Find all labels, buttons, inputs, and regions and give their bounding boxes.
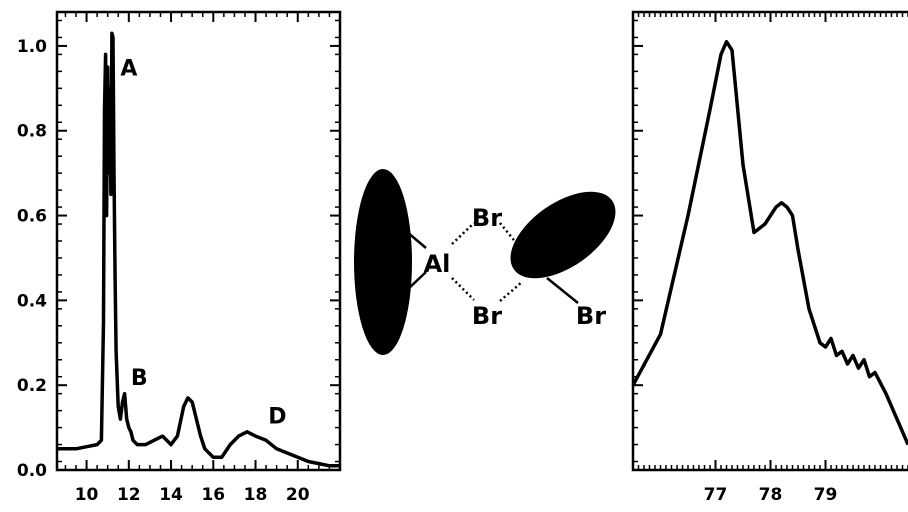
right-ellipse-group (510, 191, 616, 279)
left-chart-major-ticks (57, 12, 340, 471)
left-chart-frame (55, 10, 342, 472)
dotted-bond-br-ellipse-bottom (499, 281, 523, 302)
left-chart-series-line (57, 31, 340, 468)
left-chart-peak-labels: A B D (120, 57, 286, 430)
y-tick-label: 0.4 (17, 291, 47, 311)
atom-br-bottom: Br (472, 302, 502, 330)
y-tick-label: 0.8 (17, 122, 47, 142)
x-tick-label: 12 (117, 485, 141, 505)
bond-right-br (546, 277, 579, 304)
x-tick-label: 20 (286, 485, 310, 505)
atom-br-right: Br (576, 302, 606, 330)
dotted-bond-al-br-bottom (451, 277, 475, 301)
y-tick-label: 1.0 (17, 37, 47, 57)
peak-label-b: B (131, 366, 148, 391)
x-tick-label: 79 (814, 485, 838, 505)
right-chart-series-line (631, 39, 908, 446)
x-tick-label: 18 (244, 485, 268, 505)
right-chart-x-tick-labels: 77 78 79 (704, 485, 838, 505)
dotted-bond-al-br-top (451, 222, 475, 245)
right-chart: 77 78 79 (631, 10, 908, 505)
molecule-diagram: Br Al Br Br (354, 169, 616, 355)
left-chart-y-tick-labels: 0.0 0.2 0.4 0.6 0.8 1.0 (17, 37, 47, 481)
dotted-bond-br-ellipse-top (499, 222, 523, 251)
bond-left-upper (406, 231, 427, 249)
right-chart-frame (631, 10, 908, 472)
x-tick-label: 77 (704, 485, 728, 505)
x-tick-label: 78 (759, 485, 783, 505)
peak-label-d: D (268, 404, 286, 429)
atom-al: Al (424, 250, 451, 278)
peak-label-a: A (120, 57, 137, 82)
right-chart-minor-ticks (633, 12, 908, 470)
y-tick-label: 0.0 (17, 461, 47, 481)
left-chart: 10 12 14 16 18 20 0.0 0.2 0.4 0.6 0.8 1.0 A B D (17, 10, 342, 505)
left-chart-minor-ticks (57, 12, 341, 470)
left-ellipse-group (354, 169, 412, 355)
y-tick-label: 0.2 (17, 376, 47, 396)
left-chart-x-tick-labels: 10 12 14 16 18 20 (75, 485, 310, 505)
y-tick-label: 0.6 (17, 207, 47, 227)
bond-left-lower (406, 271, 427, 291)
x-tick-label: 14 (159, 485, 183, 505)
x-tick-label: 10 (75, 485, 99, 505)
atom-br-top: Br (472, 204, 502, 232)
x-tick-label: 16 (201, 485, 225, 505)
